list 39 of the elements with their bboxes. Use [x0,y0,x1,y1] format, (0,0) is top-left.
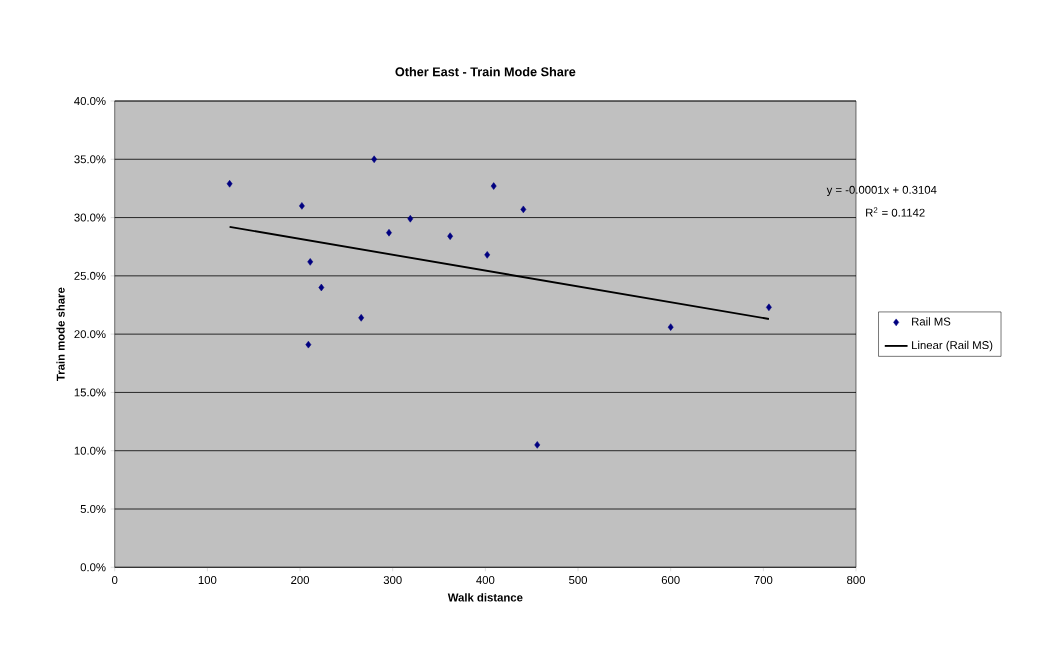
x-tick-label: 600 [661,576,680,585]
point [307,258,314,266]
x-tick-label: 0 [112,576,118,585]
point [318,283,325,292]
point [520,205,527,214]
x-tick-label: 300 [383,576,402,585]
x-tick-label: 700 [754,576,773,585]
point [534,441,541,449]
legend-label: Linear (Rail MS) [912,340,993,352]
point [226,180,233,188]
point [490,182,497,190]
y-axis-title: Train mode share [56,287,65,381]
y-tick-label: 0.0% [80,563,106,572]
y-tick-label: 10.0% [74,446,106,455]
x-tick-label: 100 [198,576,217,585]
x-axis-title: Walk distance [447,593,523,602]
y-tick-label: 35.0% [74,155,106,164]
legend-label: Rail MS [912,317,951,326]
chart-title: Other East - Train Mode Share [395,66,576,77]
point [371,155,378,164]
y-tick-label: 30.0% [74,213,106,222]
point [667,323,674,331]
x-tick-label: 200 [291,576,310,585]
y-tick-label: 20.0% [74,330,106,339]
point [447,232,454,240]
y-tick-label: 40.0% [74,96,106,105]
x-tick-label: 800 [847,576,866,585]
point [305,340,312,349]
point [407,214,414,223]
point [484,251,491,259]
annotation: y = -0.0001x + 0.3104 [826,185,937,197]
x-tick-label: 400 [476,576,495,585]
text: R$^{2}$ = 0.1142 [866,207,925,217]
y-tick-label: 15.0% [74,388,106,397]
x-tick-label: 500 [569,576,588,585]
y-tick-label: 5.0% [80,505,106,514]
point [358,314,365,322]
point [299,202,305,210]
y-tick-label: 25.0% [74,271,106,280]
